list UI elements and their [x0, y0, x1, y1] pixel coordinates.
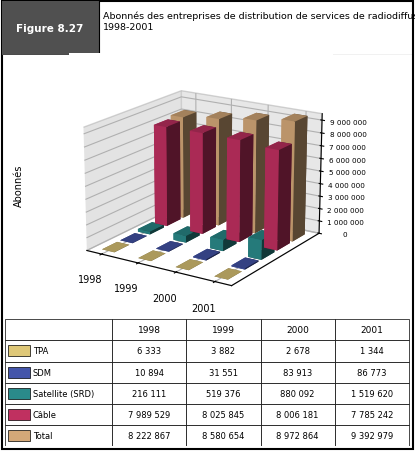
Text: 1 519 620: 1 519 620: [351, 389, 393, 398]
Text: 10 894: 10 894: [135, 368, 164, 377]
Bar: [261, 341, 334, 362]
Bar: [8, 367, 30, 378]
Bar: [112, 425, 186, 446]
Bar: [2, 2, 99, 55]
Bar: [186, 425, 261, 446]
Text: Câble: Câble: [33, 410, 57, 419]
Text: 216 111: 216 111: [132, 389, 166, 398]
Text: 86 773: 86 773: [357, 368, 386, 377]
Bar: [186, 319, 261, 341]
Text: Satellite (SRD): Satellite (SRD): [33, 389, 94, 398]
Bar: [334, 319, 409, 341]
Bar: [112, 404, 186, 425]
Bar: [334, 341, 409, 362]
Text: 7 989 529: 7 989 529: [128, 410, 171, 419]
Text: 2001: 2001: [360, 326, 383, 334]
Text: 519 376: 519 376: [206, 389, 241, 398]
Bar: [334, 425, 409, 446]
Bar: [5, 319, 112, 341]
Text: 1 344: 1 344: [360, 347, 383, 355]
Text: Abonnés des entreprises de distribution de services de radiodiffusion,
1998-2001: Abonnés des entreprises de distribution …: [103, 12, 415, 32]
Bar: [8, 430, 30, 442]
Bar: [186, 362, 261, 383]
Text: Figure 8.27: Figure 8.27: [17, 24, 84, 34]
Bar: [261, 362, 334, 383]
Text: 1998: 1998: [138, 326, 161, 334]
Bar: [334, 362, 409, 383]
Text: Abonnés: Abonnés: [14, 164, 24, 206]
Bar: [261, 383, 334, 404]
Text: Total: Total: [33, 432, 52, 440]
Text: 8 580 654: 8 580 654: [202, 432, 245, 440]
Text: 6 333: 6 333: [137, 347, 161, 355]
Bar: [261, 404, 334, 425]
Bar: [5, 425, 112, 446]
Bar: [112, 362, 186, 383]
Text: 83 913: 83 913: [283, 368, 312, 377]
Bar: [186, 341, 261, 362]
Bar: [8, 345, 30, 357]
Bar: [5, 404, 112, 425]
Text: 8 222 867: 8 222 867: [128, 432, 171, 440]
Bar: [186, 404, 261, 425]
Bar: [8, 388, 30, 399]
Text: 31 551: 31 551: [209, 368, 238, 377]
Bar: [8, 409, 30, 420]
Text: SDM: SDM: [33, 368, 51, 377]
Bar: [186, 383, 261, 404]
Text: 3 882: 3 882: [212, 347, 235, 355]
Bar: [261, 425, 334, 446]
Bar: [334, 383, 409, 404]
Bar: [5, 362, 112, 383]
Text: 8 025 845: 8 025 845: [203, 410, 244, 419]
Text: TPA: TPA: [33, 347, 48, 355]
Bar: [112, 383, 186, 404]
Text: 880 092: 880 092: [281, 389, 315, 398]
Text: 8 006 181: 8 006 181: [276, 410, 319, 419]
Text: 2 678: 2 678: [286, 347, 310, 355]
Text: 8 972 864: 8 972 864: [276, 432, 319, 440]
Text: 7 785 242: 7 785 242: [351, 410, 393, 419]
Bar: [112, 341, 186, 362]
Bar: [261, 319, 334, 341]
Bar: [5, 383, 112, 404]
Bar: [5, 341, 112, 362]
Bar: [112, 319, 186, 341]
Text: 9 392 979: 9 392 979: [351, 432, 393, 440]
Bar: [334, 404, 409, 425]
Text: 2000: 2000: [286, 326, 309, 334]
Text: 1999: 1999: [212, 326, 235, 334]
